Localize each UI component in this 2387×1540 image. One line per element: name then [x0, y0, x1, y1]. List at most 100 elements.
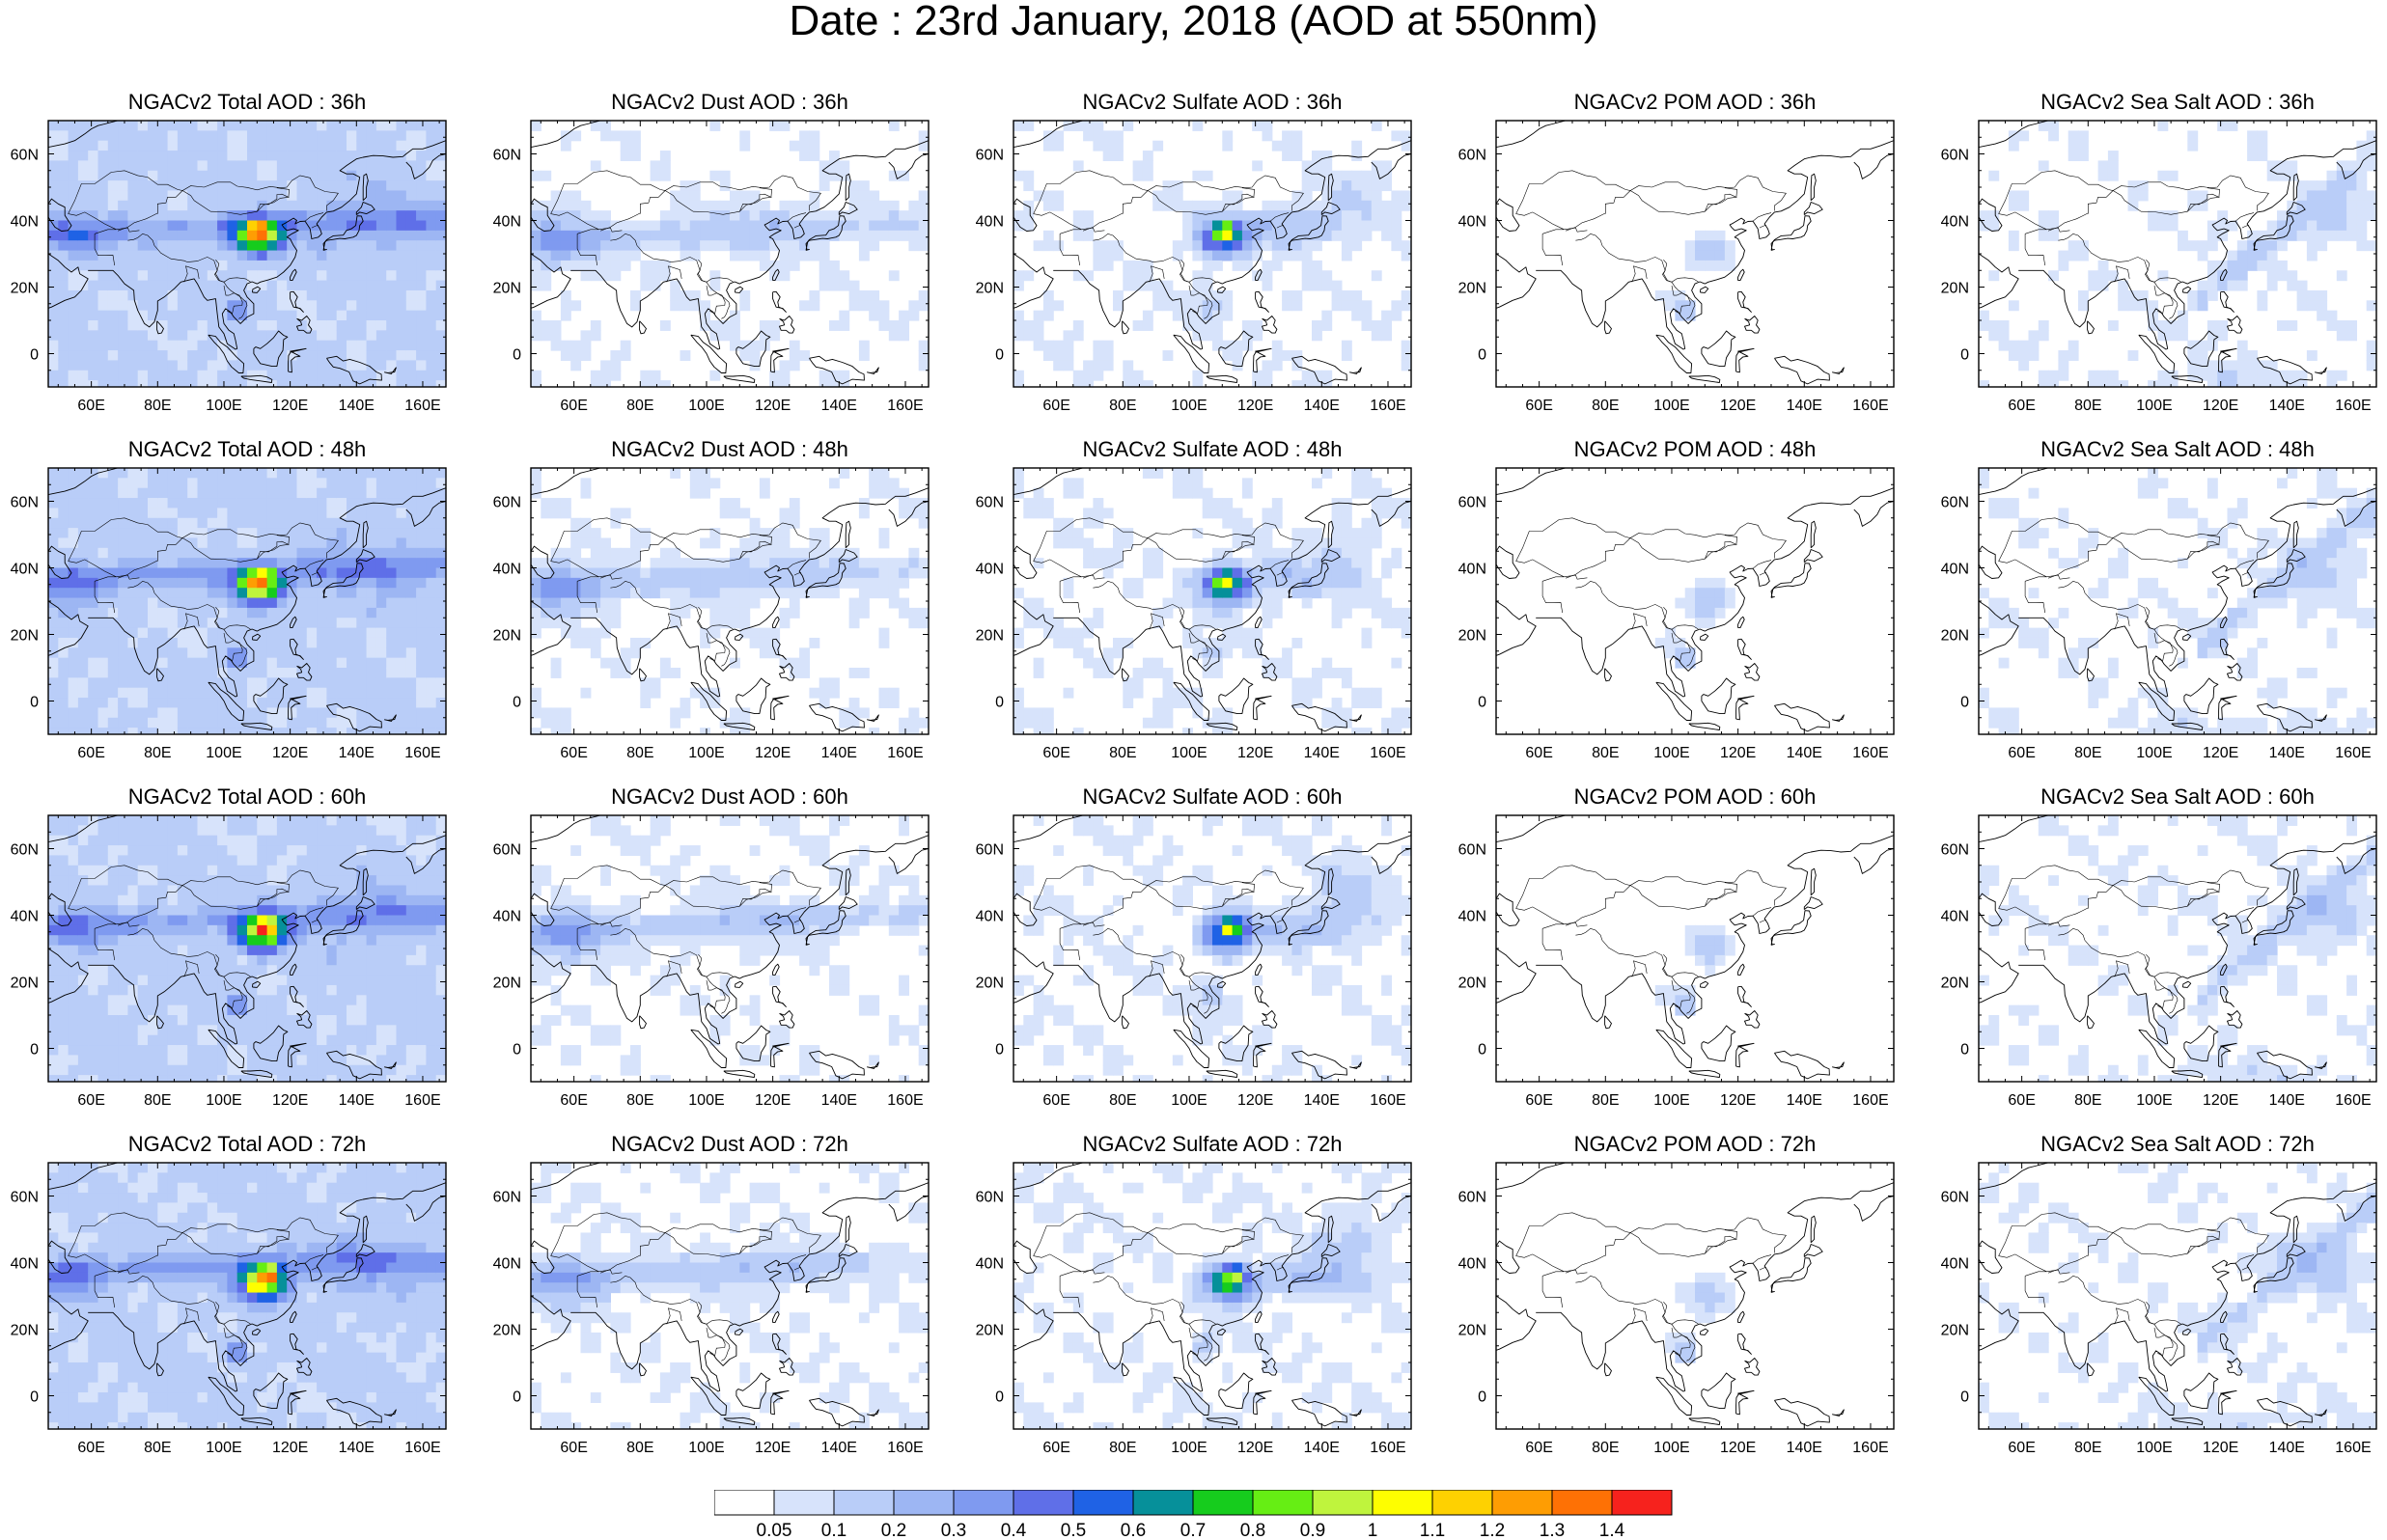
panel-title: NGACv2 Sulfate AOD : 36h [1082, 90, 1343, 114]
colorbar-swatch [1611, 1490, 1673, 1516]
tick-marks [1013, 120, 1411, 388]
lon-tick-label: 60E [560, 1440, 587, 1456]
lat-tick-label: 60N [493, 148, 521, 164]
lon-tick-label: 160E [404, 398, 440, 414]
lon-tick-label: 100E [1653, 398, 1689, 414]
colorbar-label: 0.5 [1061, 1521, 1086, 1540]
tick-marks [1979, 814, 2376, 1083]
country-borders [1515, 865, 1787, 1014]
colorbar-label: 0.7 [1180, 1521, 1206, 1540]
coastlines [48, 468, 446, 734]
lat-tick-label: 20N [1941, 628, 1969, 645]
lon-tick-label: 60E [2008, 745, 2035, 761]
lon-tick-label: 80E [144, 1092, 171, 1109]
colorbar-swatch [953, 1490, 1014, 1516]
country-borders [1515, 517, 1787, 667]
tick-marks [531, 1162, 929, 1430]
lon-tick-label: 160E [2335, 1092, 2371, 1109]
lon-tick-label: 160E [1370, 1092, 1405, 1109]
country-borders [1998, 865, 2269, 1014]
lon-tick-label: 120E [1720, 398, 1756, 414]
tick-marks [48, 1162, 446, 1430]
coastlines [531, 815, 929, 1082]
tick-marks [48, 467, 446, 735]
tick-marks [1496, 467, 1894, 735]
lon-tick-label: 100E [688, 745, 724, 761]
coastlines [1979, 121, 2376, 387]
lat-tick-label: 40N [493, 562, 521, 578]
lon-tick-label: 80E [1592, 398, 1619, 414]
colorbar-swatch [1252, 1490, 1314, 1516]
lon-tick-label: 100E [688, 1440, 724, 1456]
coastlines [531, 121, 929, 387]
lon-tick-label: 140E [2269, 1440, 2305, 1456]
tick-marks [1979, 1162, 2376, 1430]
colorbar-label: 1.3 [1540, 1521, 1565, 1540]
colorbar-label: 0.4 [1001, 1521, 1027, 1540]
colorbar-label: 0.8 [1240, 1521, 1265, 1540]
aod-field [531, 121, 929, 387]
aod-field [48, 1163, 446, 1429]
tick-marks [1013, 1162, 1411, 1430]
lon-tick-label: 160E [2335, 745, 2371, 761]
lat-tick-label: 60N [493, 495, 521, 511]
tick-marks [1496, 1162, 1894, 1430]
lat-tick-label: 0 [995, 347, 1004, 364]
lon-tick-label: 60E [1042, 398, 1069, 414]
colorbar-label: 0.05 [757, 1521, 792, 1540]
panel-grid: NGACv2 Total AOD : 36h 60E 80E 100E 120E 140E… [11, 90, 2377, 1456]
aod-field [48, 468, 446, 734]
lat-tick-label: 0 [30, 695, 39, 711]
lat-tick-label: 20N [493, 976, 521, 992]
lon-tick-label: 80E [626, 398, 653, 414]
colorbar-swatch [1013, 1490, 1074, 1516]
lon-tick-label: 80E [626, 1440, 653, 1456]
page-title: Date : 23rd January, 2018 (AOD at 550nm) [789, 0, 1598, 44]
lat-tick-label: 0 [995, 695, 1004, 711]
lon-tick-label: 140E [339, 398, 375, 414]
lat-tick-label: 20N [976, 976, 1004, 992]
map-plot: 60E 80E 100E 120E 140E 160E 0 20N 40N 60N [1941, 814, 2377, 1109]
lat-tick-label: 0 [513, 1389, 521, 1406]
lon-tick-label: 100E [1171, 745, 1207, 761]
colorbar-label: 0.2 [881, 1521, 906, 1540]
lon-tick-label: 80E [2074, 1092, 2101, 1109]
lat-tick-label: 20N [11, 976, 39, 992]
aod-field [1496, 121, 1894, 387]
lat-tick-label: 0 [30, 347, 39, 364]
lat-tick-label: 40N [1458, 214, 1486, 231]
lon-tick-label: 120E [272, 1092, 308, 1109]
colorbar-label: 0.9 [1300, 1521, 1325, 1540]
lon-tick-label: 140E [1787, 745, 1822, 761]
lon-tick-label: 100E [2136, 1440, 2172, 1456]
colorbar-label: 0.1 [821, 1521, 847, 1540]
aod-field [1979, 815, 2376, 1082]
lon-tick-label: 140E [339, 1092, 375, 1109]
lon-tick-label: 100E [206, 398, 241, 414]
panel-title: NGACv2 Total AOD : 60h [127, 784, 367, 809]
coastlines [531, 1163, 929, 1429]
lat-tick-label: 60N [976, 495, 1004, 511]
lon-tick-label: 140E [339, 1440, 375, 1456]
country-borders [68, 517, 339, 667]
lat-tick-label: 60N [493, 842, 521, 859]
lon-tick-label: 100E [688, 398, 724, 414]
lat-tick-label: 60N [1941, 842, 1969, 859]
lon-tick-label: 80E [2074, 398, 2101, 414]
panel-title: NGACv2 Total AOD : 48h [127, 437, 367, 461]
country-borders [1033, 517, 1304, 667]
colorbar-label: 1 [1368, 1521, 1378, 1540]
colorbar-swatch [714, 1490, 775, 1516]
lon-tick-label: 100E [206, 1092, 241, 1109]
lat-tick-label: 20N [493, 281, 521, 297]
lat-tick-label: 20N [1941, 976, 1969, 992]
map-plot: 60E 80E 100E 120E 140E 160E 0 20N 40N 60N [493, 814, 930, 1109]
lon-tick-label: 60E [560, 398, 587, 414]
aod-field [1013, 815, 1411, 1082]
lon-tick-label: 120E [2203, 398, 2238, 414]
map-plot: 60E 80E 100E 120E 140E 160E 0 20N 40N 60N [1941, 467, 2377, 761]
coastlines [48, 121, 446, 387]
colorbar-swatch [1372, 1490, 1433, 1516]
lat-tick-label: 0 [1478, 347, 1486, 364]
lon-tick-label: 140E [1787, 398, 1822, 414]
